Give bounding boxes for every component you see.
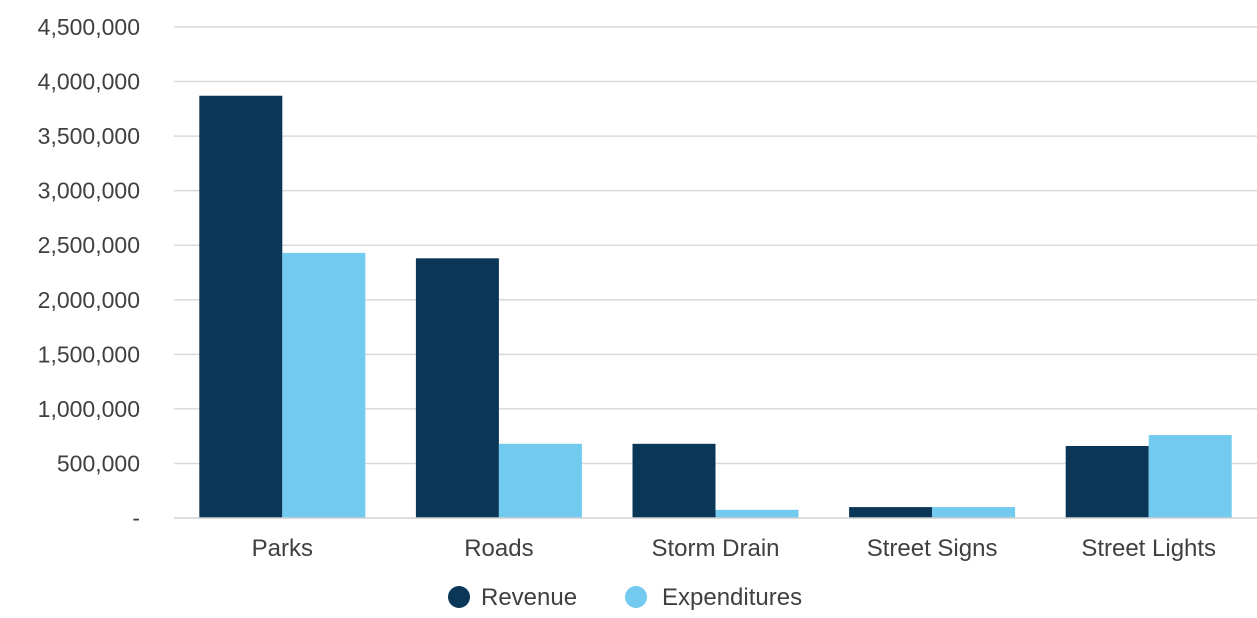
y-tick-label: 4,500,000 bbox=[38, 14, 140, 40]
bar-expenditures-street-lights bbox=[1148, 435, 1232, 518]
x-tick-label: Street Signs bbox=[867, 535, 998, 562]
legend-item-expenditures: Expenditures bbox=[625, 584, 802, 611]
legend-item-revenue: Revenue bbox=[448, 584, 577, 611]
bar-revenue-roads bbox=[415, 258, 499, 518]
y-tick-label: 2,000,000 bbox=[38, 287, 140, 313]
bar-expenditures-street-signs bbox=[932, 507, 1016, 518]
bar-revenue-storm-drain bbox=[632, 443, 716, 518]
y-axis-tick-labels: - 500,000 1,000,000 1,500,000 2,000,000 2,500… bbox=[38, 14, 140, 531]
y-tick-label: 4,000,000 bbox=[38, 69, 140, 95]
y-tick-label: 2,500,000 bbox=[38, 232, 140, 258]
bar-expenditures-parks bbox=[282, 252, 366, 519]
y-tick-label: 500,000 bbox=[57, 450, 140, 476]
y-tick-label: 3,500,000 bbox=[38, 123, 140, 149]
legend: Revenue Expenditures bbox=[448, 584, 802, 611]
bars bbox=[199, 95, 1232, 519]
bar-expenditures-roads bbox=[498, 443, 582, 518]
y-tick-label: 3,000,000 bbox=[38, 178, 140, 204]
y-tick-label: 1,500,000 bbox=[38, 341, 140, 367]
y-tick-label: - bbox=[132, 505, 140, 531]
bar-revenue-parks bbox=[199, 95, 283, 519]
legend-marker bbox=[625, 586, 647, 608]
x-tick-label: Parks bbox=[252, 535, 313, 562]
bar-expenditures-storm-drain bbox=[715, 509, 799, 518]
x-tick-label: Storm Drain bbox=[651, 535, 779, 562]
x-axis: Parks Roads Storm Drain Street Signs Street … bbox=[174, 517, 1257, 562]
legend-label: Expenditures bbox=[662, 584, 802, 611]
y-tick-label: 1,000,000 bbox=[38, 396, 140, 422]
x-tick-label: Street Lights bbox=[1081, 535, 1216, 562]
bar-revenue-street-lights bbox=[1065, 445, 1149, 518]
legend-marker bbox=[448, 586, 470, 608]
legend-label: Revenue bbox=[481, 584, 577, 611]
bar-revenue-street-signs bbox=[849, 507, 933, 518]
x-tick-label: Roads bbox=[464, 535, 533, 562]
